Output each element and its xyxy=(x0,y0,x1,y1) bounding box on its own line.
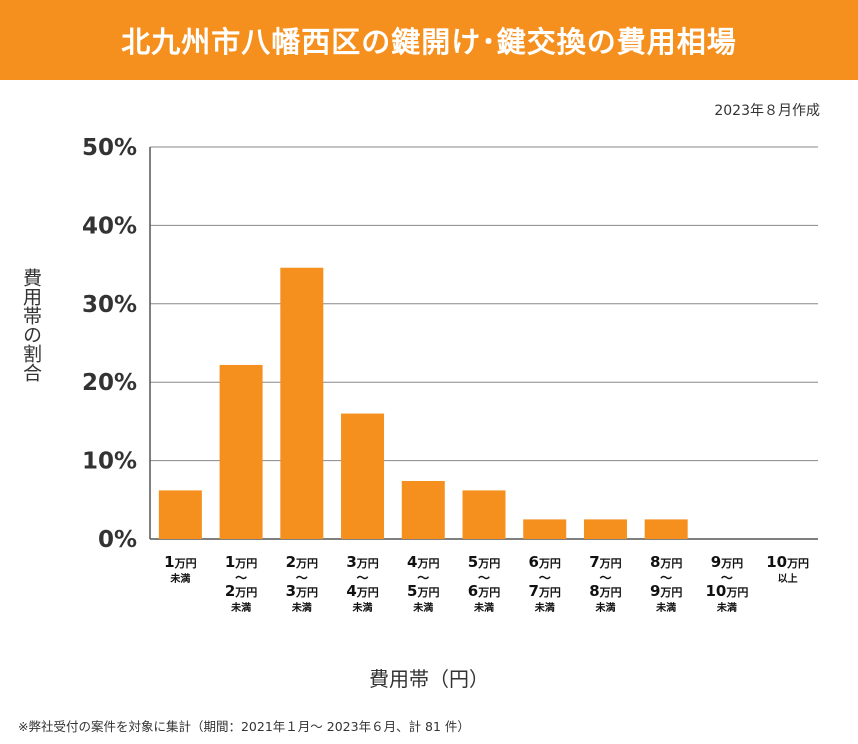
bar xyxy=(644,519,688,539)
x-tick-label: 未満 xyxy=(291,601,312,614)
bar xyxy=(280,267,324,539)
x-tick-label: 5万円 xyxy=(468,553,500,571)
x-tick-label: 1万円 xyxy=(164,553,196,571)
x-tick-label: 未満 xyxy=(534,601,555,614)
x-tick-label: ～ xyxy=(357,571,369,585)
x-tick-label: 未満 xyxy=(352,601,373,614)
x-tick-label: 9万円 xyxy=(650,582,682,600)
y-tick-label: 0% xyxy=(98,527,137,553)
x-tick-label: 10万円 xyxy=(705,582,748,600)
x-tick-label: 8万円 xyxy=(650,553,682,571)
x-tick-label: 7万円 xyxy=(529,582,561,600)
x-tick-label: 未満 xyxy=(473,601,494,614)
bar xyxy=(523,519,567,539)
x-tick-label: 以上 xyxy=(778,572,798,585)
x-tick-labels: 1万円未満1万円～2万円未満2万円～3万円未満3万円～4万円未満4万円～5万円未… xyxy=(164,553,809,614)
x-tick-label: ～ xyxy=(478,571,490,585)
x-tick-label: 3万円 xyxy=(346,553,378,571)
bar xyxy=(583,519,627,539)
x-tick-label: ～ xyxy=(599,571,611,585)
title-banner: 北九州市八幡西区の鍵開け･鍵交換の費用相場 xyxy=(0,0,858,80)
y-tick-labels: 0% 10% 20% 30% 40% 50% xyxy=(82,135,137,553)
x-tick-label: 未満 xyxy=(169,572,190,585)
y-axis-label: 費用帯の割合 xyxy=(20,268,42,382)
x-tick-label: 4万円 xyxy=(346,582,378,600)
x-tick-label: 未満 xyxy=(716,601,737,614)
x-tick-label: ～ xyxy=(235,571,247,585)
y-tick-label: 40% xyxy=(82,213,137,239)
y-tick-label: 10% xyxy=(82,449,137,475)
y-tick-label: 20% xyxy=(82,370,137,396)
bars xyxy=(158,267,688,539)
x-tick-label: 2万円 xyxy=(286,553,318,571)
y-tick-label: 30% xyxy=(82,292,137,318)
x-tick-label: ～ xyxy=(660,571,672,585)
x-tick-label: ～ xyxy=(721,571,733,585)
x-tick-label: ～ xyxy=(296,571,308,585)
x-tick-label: 9万円 xyxy=(711,553,743,571)
x-axis-label: 費用帯（円） xyxy=(369,667,489,691)
x-tick-label: 5万円 xyxy=(407,582,439,600)
x-tick-label: 8万円 xyxy=(589,582,621,600)
x-tick-label: 6万円 xyxy=(468,582,500,600)
x-tick-label: 10万円 xyxy=(766,553,809,571)
bar xyxy=(341,413,385,539)
x-tick-label: 1万円 xyxy=(225,553,257,571)
bar xyxy=(219,364,263,539)
x-tick-label: 未満 xyxy=(594,601,615,614)
footnote: ※弊社受付の案件を対象に集計（期間：2021年１月～ 2023年６月、計 81 … xyxy=(18,719,470,734)
x-tick-label: 6万円 xyxy=(529,553,561,571)
created-date: 2023年８月作成 xyxy=(714,103,820,119)
chart-title: 北九州市八幡西区の鍵開け･鍵交換の費用相場 xyxy=(121,25,737,59)
x-tick-label: 2万円 xyxy=(225,582,257,600)
bar xyxy=(401,480,445,539)
x-tick-label: 7万円 xyxy=(589,553,621,571)
bar xyxy=(158,490,202,539)
x-tick-label: 未満 xyxy=(230,601,251,614)
x-tick-label: ～ xyxy=(417,571,429,585)
x-tick-label: 3万円 xyxy=(286,582,318,600)
bar xyxy=(462,490,506,539)
x-tick-label: 未満 xyxy=(655,601,676,614)
x-tick-label: ～ xyxy=(539,571,551,585)
x-tick-label: 未満 xyxy=(412,601,433,614)
y-tick-label: 50% xyxy=(82,135,137,161)
x-tick-label: 4万円 xyxy=(407,553,439,571)
